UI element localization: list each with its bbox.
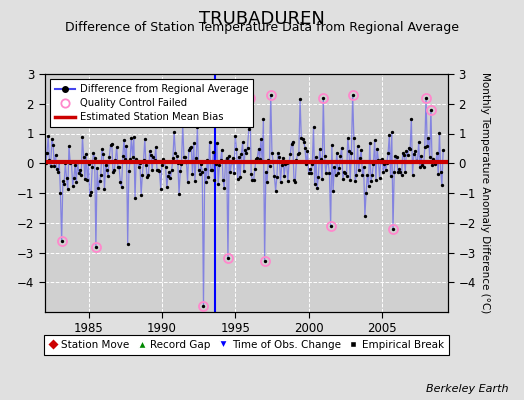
Text: TRUBADUREN: TRUBADUREN (199, 10, 325, 28)
Legend: Station Move, Record Gap, Time of Obs. Change, Empirical Break: Station Move, Record Gap, Time of Obs. C… (43, 335, 449, 355)
Legend: Difference from Regional Average, Quality Control Failed, Estimated Station Mean: Difference from Regional Average, Qualit… (50, 79, 253, 127)
Text: Berkeley Earth: Berkeley Earth (426, 384, 508, 394)
Text: Difference of Station Temperature Data from Regional Average: Difference of Station Temperature Data f… (65, 21, 459, 34)
Y-axis label: Monthly Temperature Anomaly Difference (°C): Monthly Temperature Anomaly Difference (… (480, 72, 490, 314)
